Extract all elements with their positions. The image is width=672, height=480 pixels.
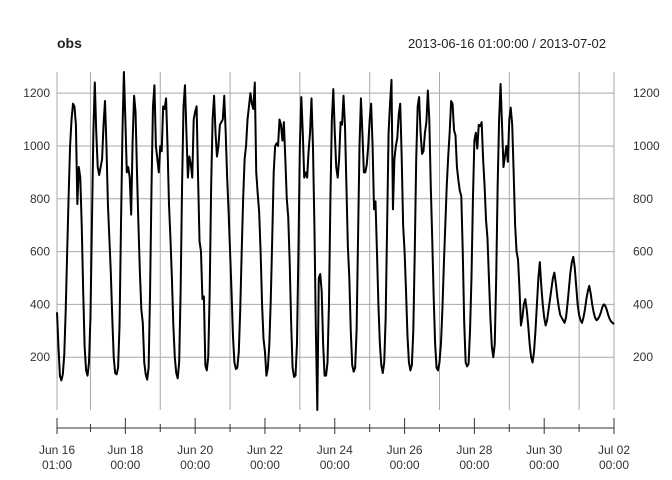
y-tick-label-left: 800 [30, 192, 50, 206]
chart-date-range: 2013-06-16 01:00:00 / 2013-07-02 [408, 36, 606, 51]
y-tick-label-left: 600 [30, 245, 50, 259]
y-tick-label-left: 1000 [23, 139, 50, 153]
x-tick-label-date: Jul 02 [598, 443, 630, 457]
x-tick-label-time: 00:00 [599, 458, 629, 472]
y-tick-label-left: 200 [30, 350, 50, 364]
axes [56, 72, 615, 429]
x-tick-label-date: Jun 16 [39, 443, 75, 457]
x-tick-label-time: 00:00 [459, 458, 489, 472]
x-tick-label-date: Jun 20 [177, 443, 213, 457]
x-tick-label-time: 00:00 [320, 458, 350, 472]
y-tick-label-left: 400 [30, 297, 50, 311]
y-tick-label-right: 400 [633, 297, 653, 311]
x-tick-label-time: 01:00 [42, 458, 72, 472]
y-tick-label-right: 600 [633, 245, 653, 259]
x-tick-label-date: Jun 24 [317, 443, 353, 457]
y-tick-label-right: 1200 [633, 86, 660, 100]
series-line-obs [56, 71, 615, 411]
x-tick-label-time: 00:00 [110, 458, 140, 472]
y-axis-right: 200 400 600 800 1000 1200 [633, 86, 660, 364]
x-tick-label-date: Jun 30 [526, 443, 562, 457]
x-tick-label-time: 00:00 [180, 458, 210, 472]
x-tick-label-time: 00:00 [529, 458, 559, 472]
y-tick-label-right: 200 [633, 350, 653, 364]
x-tick-label-date: Jun 26 [387, 443, 423, 457]
x-tick-label-date: Jun 22 [247, 443, 283, 457]
x-tick-label-time: 00:00 [250, 458, 280, 472]
x-tick-label-date: Jun 28 [456, 443, 492, 457]
y-tick-label-right: 800 [633, 192, 653, 206]
x-tick-label-date: Jun 18 [107, 443, 143, 457]
series-group [56, 71, 615, 411]
y-axis-left: 200 400 600 800 1000 1200 [23, 86, 50, 364]
x-tick-label-time: 00:00 [390, 458, 420, 472]
grid-lines [57, 72, 614, 410]
chart-title: obs [57, 35, 82, 51]
y-tick-label-left: 1200 [23, 86, 50, 100]
y-tick-label-right: 1000 [633, 139, 660, 153]
